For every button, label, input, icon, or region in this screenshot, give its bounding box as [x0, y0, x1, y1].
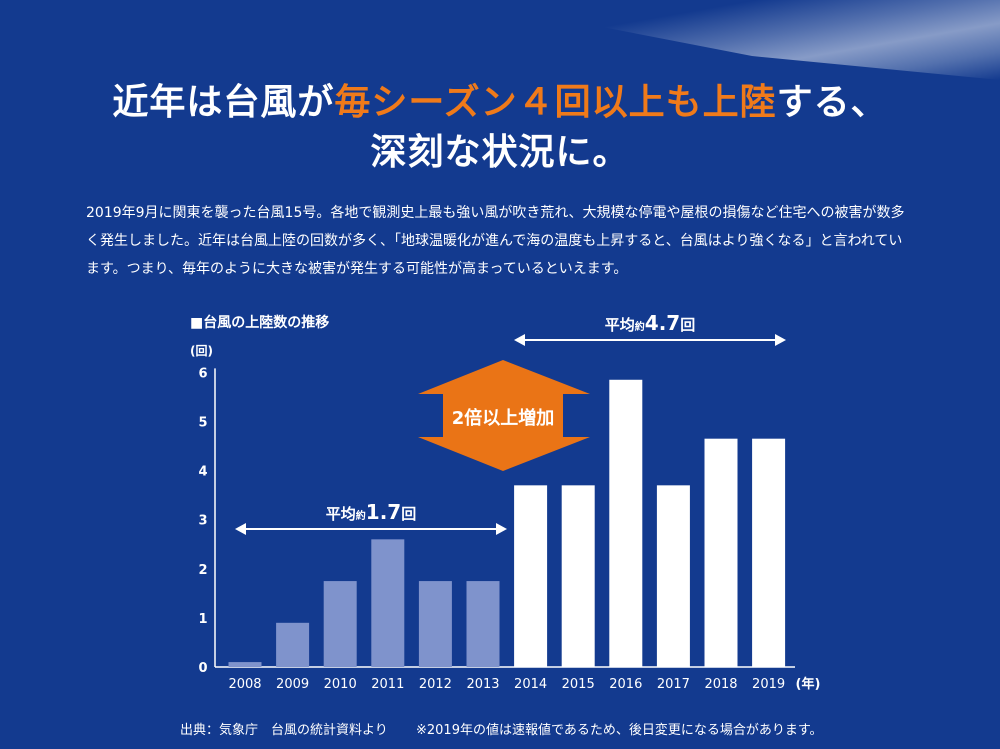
bar-2009 [276, 622, 310, 667]
y-tick-label: 0 [198, 661, 207, 676]
x-tick-label: 2008 [228, 677, 261, 692]
headline: 近年は台風が毎シーズン４回以上も上陸する、 深刻な状況に。 [0, 78, 1000, 178]
x-tick-label: 2009 [276, 677, 309, 692]
bar-2010 [323, 581, 357, 667]
y-tick-label: 2 [198, 563, 207, 578]
bar-2014 [514, 485, 548, 667]
x-tick-label: 2013 [466, 677, 499, 692]
bar-2013 [466, 581, 500, 667]
early-average-arrow-left-head [235, 523, 246, 535]
headline-line1-pre: 近年は台風が [112, 82, 335, 123]
bar-2008 [228, 662, 262, 667]
y-tick-label: 3 [198, 514, 207, 529]
increase-label: 2倍以上増加 [452, 407, 555, 429]
y-tick-label: 6 [198, 366, 207, 381]
bar-2012 [418, 581, 452, 667]
headline-line2: 深刻な状況に。 [370, 132, 630, 173]
chart-title: ■台風の上陸数の推移 [190, 314, 329, 331]
x-tick-label: 2017 [657, 677, 690, 692]
y-tick-label: 5 [198, 416, 207, 431]
x-tick-label: 2014 [514, 677, 547, 692]
x-tick-label: 2016 [609, 677, 642, 692]
x-tick-label: 2019 [752, 677, 785, 692]
y-tick-label: 1 [198, 612, 207, 627]
bar-2011 [371, 539, 405, 667]
early-average-arrow-right-head [496, 523, 507, 535]
recent-average-arrow-left-head [514, 334, 525, 346]
x-tick-label: 2011 [371, 677, 404, 692]
bar-2015 [561, 485, 595, 667]
early-average-label: 平均約1.7回 [326, 500, 416, 524]
headline-line1: 近年は台風が毎シーズン４回以上も上陸する、 [0, 78, 1000, 128]
bar-2018 [704, 438, 738, 667]
x-axis-unit: (年) [796, 676, 821, 692]
x-tick-label: 2018 [704, 677, 737, 692]
y-tick-label: 4 [198, 465, 207, 480]
preliminary-note: ※2019年の値は速報値であるため、後日変更になる場合があります。 [416, 723, 823, 738]
y-axis-unit: (回) [190, 344, 213, 358]
recent-average-label: 平均約4.7回 [605, 311, 695, 335]
bar-2016 [609, 379, 643, 667]
bar-2017 [656, 485, 690, 667]
x-tick-label: 2010 [324, 677, 357, 692]
intro-paragraph: 2019年9月に関東を襲った台風15号。各地で観測史上最も強い風が吹き荒れ、大規… [86, 205, 905, 277]
increase-arrow-shape [418, 360, 590, 471]
recent-average-arrow-right-head [775, 334, 786, 346]
bar-2019 [752, 438, 786, 667]
headline-line1-post: する、 [776, 82, 888, 123]
source-note: 出典：気象庁 台風の統計資料より [180, 723, 388, 738]
headline-highlight: 毎シーズン４回以上も上陸 [334, 82, 777, 123]
x-tick-label: 2015 [562, 677, 595, 692]
x-tick-label: 2012 [419, 677, 452, 692]
